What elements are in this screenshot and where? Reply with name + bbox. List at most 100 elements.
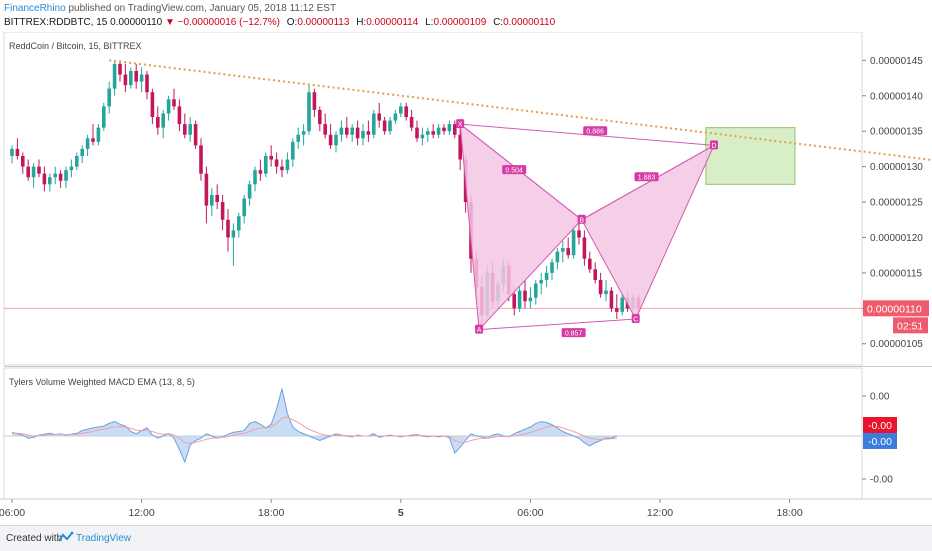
macd-value-tag-label: -0.00	[868, 436, 892, 448]
harmonic-pattern-layer: X A B C D 0.504 0.886 1.883 0.857	[456, 119, 718, 338]
candle	[399, 106, 403, 114]
candle	[388, 120, 392, 132]
countdown-label: 02:51	[897, 320, 923, 332]
candle	[166, 99, 171, 114]
candle	[220, 202, 225, 220]
x-tick-label: 06:00	[0, 507, 25, 519]
ratio-badge	[583, 126, 608, 136]
candle	[37, 166, 41, 174]
candle	[566, 248, 570, 256]
candle	[512, 294, 516, 309]
candle	[296, 134, 300, 142]
candle	[264, 155, 268, 174]
x-tick-label: 06:00	[517, 507, 543, 519]
candle	[436, 127, 441, 135]
ratio-badge	[502, 165, 527, 175]
pattern-point-badge	[631, 313, 640, 323]
ratio-badge	[634, 172, 659, 182]
harmonic-ratio-line	[581, 144, 715, 221]
candle	[312, 92, 317, 110]
candle	[237, 216, 241, 231]
created-with-text: Created with	[6, 533, 63, 544]
macd-value-tag-label: -0.00	[868, 420, 892, 432]
price-change: ▼ −0.00000016 (−12.7%)	[165, 17, 280, 28]
candle	[26, 166, 30, 178]
candle	[102, 106, 106, 128]
candle	[415, 127, 419, 139]
candle	[80, 148, 84, 156]
candle	[134, 70, 138, 82]
candle	[96, 127, 101, 142]
macd-layer	[4, 388, 862, 464]
close-value: 0.00000110	[503, 17, 556, 28]
y-tick-label: 0.00000130	[870, 162, 923, 173]
candle	[323, 124, 327, 135]
signal-line	[12, 416, 617, 444]
x-tick-label: 12:00	[647, 507, 673, 519]
target-zone-layer	[705, 127, 796, 185]
candle	[604, 290, 608, 295]
candle	[58, 173, 63, 181]
harmonic-ratio-line	[479, 318, 636, 331]
candle	[420, 134, 425, 139]
pattern-point-badge	[475, 324, 484, 334]
candle	[345, 127, 349, 135]
main-pane-title: ReddCoin / Bitcoin, 15, BITTREX	[9, 41, 142, 51]
candle	[350, 127, 354, 135]
candle	[118, 63, 122, 75]
x-tick-label: 18:00	[776, 507, 802, 519]
candle	[523, 290, 527, 302]
candle	[588, 258, 592, 270]
candle	[404, 106, 408, 118]
pattern-point-label: X	[458, 122, 463, 129]
candle	[447, 124, 452, 132]
candle	[172, 99, 176, 107]
candle	[393, 113, 398, 121]
candle	[372, 113, 376, 135]
candle	[226, 219, 230, 238]
candle	[85, 138, 90, 149]
candle	[577, 230, 581, 238]
last-price-tag-label: 0.00000110	[867, 303, 922, 315]
target-zone-box	[705, 127, 796, 185]
macd-value-tag	[863, 417, 897, 433]
candle	[328, 134, 333, 146]
candle	[156, 117, 160, 128]
y-tick-label: 0.00000135	[870, 127, 923, 138]
macd-line	[11, 388, 617, 464]
candle	[193, 124, 198, 146]
ratio-label: 0.886	[586, 129, 604, 136]
pattern-point-badge	[577, 214, 586, 224]
candle	[129, 70, 133, 86]
candle	[69, 166, 74, 171]
tradingview-brand-link[interactable]: TradingView	[76, 533, 132, 544]
ratio-label: 0.857	[565, 331, 583, 338]
candle	[21, 155, 25, 167]
candle	[615, 308, 619, 312]
tradingview-logo-icon	[58, 531, 74, 542]
candle	[442, 127, 446, 132]
candle	[123, 74, 128, 86]
resistance-trendline	[109, 59, 932, 161]
candle	[53, 173, 57, 178]
ratio-badge	[561, 328, 586, 338]
candle	[42, 173, 47, 185]
candle	[258, 170, 263, 174]
y-tick-label: 0.00000125	[870, 198, 923, 209]
chart-background	[0, 32, 932, 525]
candle	[409, 117, 414, 128]
candle	[382, 120, 387, 132]
candle	[161, 113, 165, 128]
published-text: published on TradingView.com, January 05…	[68, 3, 337, 14]
candle	[458, 134, 462, 160]
candle	[355, 127, 360, 139]
candle	[15, 148, 20, 156]
candle	[539, 279, 543, 284]
candle	[598, 279, 603, 295]
author-link[interactable]: FinanceRhino	[4, 3, 66, 14]
open-label: O:	[286, 17, 298, 28]
pattern-point-label: C	[633, 316, 638, 323]
symbol-label[interactable]: BITTREX:RDDBTC, 15	[4, 17, 108, 28]
x-tick-label: 5	[398, 507, 404, 519]
